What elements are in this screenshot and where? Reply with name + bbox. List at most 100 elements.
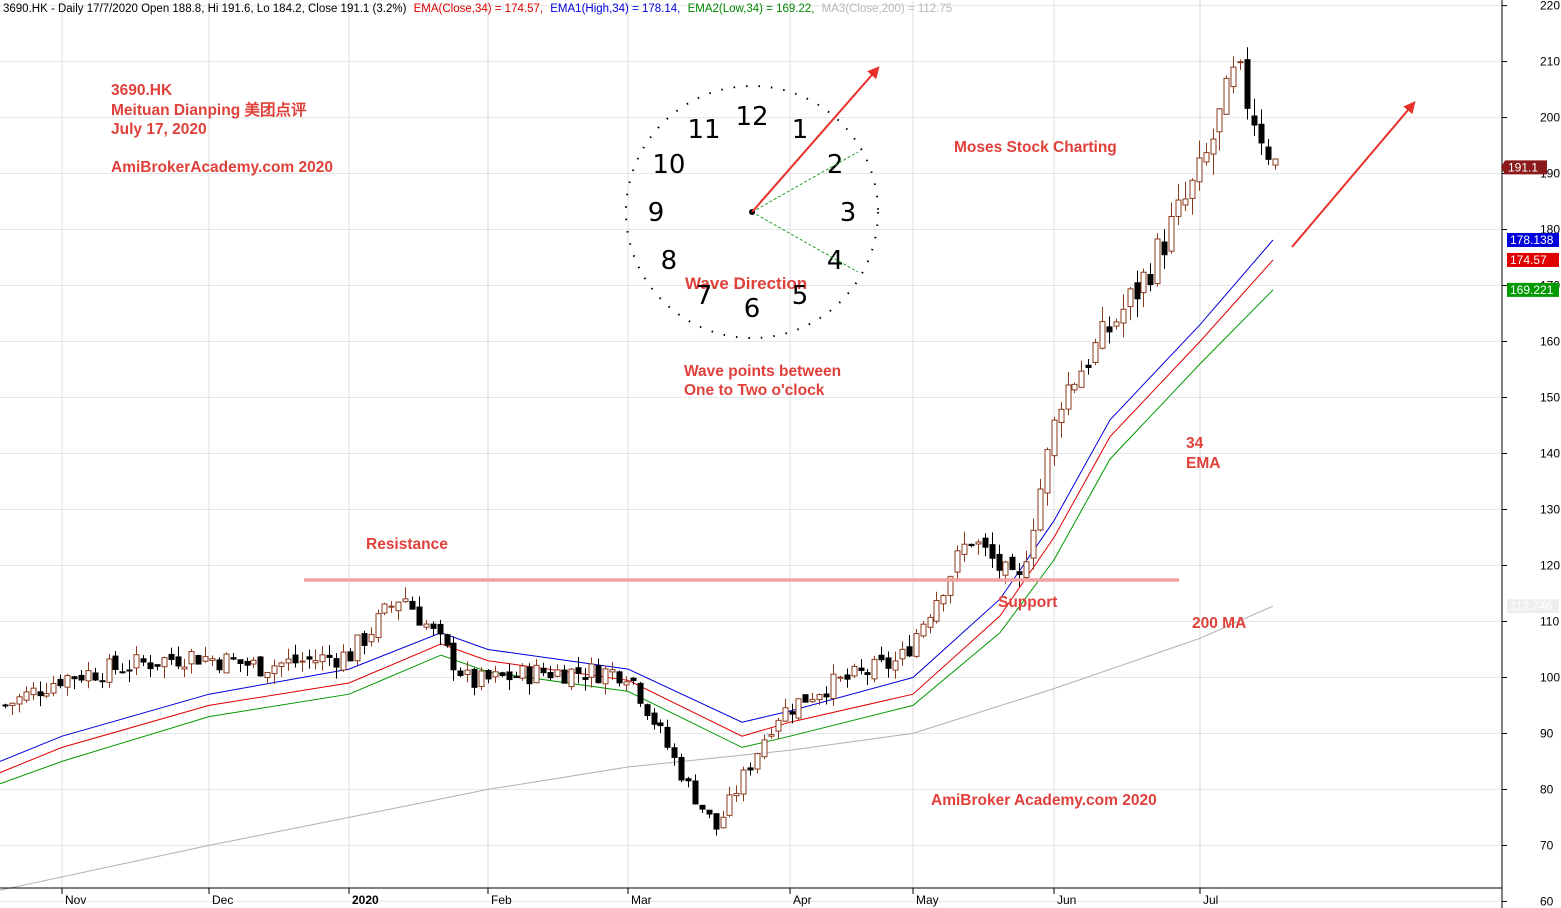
candle-body bbox=[1196, 157, 1203, 183]
candle-body bbox=[706, 809, 713, 815]
candle-body bbox=[1175, 199, 1182, 217]
candle-body bbox=[416, 606, 423, 626]
candle-body bbox=[202, 656, 209, 662]
candle-body bbox=[644, 704, 651, 717]
y-tick-label: 80 bbox=[1540, 782, 1554, 796]
candle-body bbox=[9, 702, 16, 707]
candle-body bbox=[561, 669, 568, 684]
candle-body bbox=[37, 691, 44, 697]
candle-body bbox=[568, 668, 575, 688]
candle-body bbox=[1216, 108, 1223, 133]
candle-body bbox=[30, 687, 37, 696]
title-name: Meituan Dianping 美团点评 bbox=[111, 100, 307, 119]
x-tick-label: 2020 bbox=[352, 893, 379, 907]
candle-body bbox=[147, 662, 154, 670]
candle-body bbox=[637, 682, 644, 704]
support-label: Support bbox=[998, 594, 1057, 611]
price-tag-label: 178.138 bbox=[1510, 233, 1554, 247]
candle-body bbox=[871, 658, 878, 680]
candle-body bbox=[1154, 238, 1161, 285]
wave-direction-arrow bbox=[751, 66, 880, 213]
candle-body bbox=[402, 598, 409, 603]
candle-body bbox=[1051, 419, 1058, 457]
wave-points-line-2: One to Two o'clock bbox=[684, 382, 825, 399]
candle-body bbox=[326, 654, 333, 658]
x-tick-label: Jun bbox=[1057, 893, 1076, 907]
candle-body bbox=[540, 667, 547, 674]
candle-body bbox=[1113, 321, 1120, 327]
candle-body bbox=[1182, 198, 1189, 206]
candle-body bbox=[1085, 364, 1092, 368]
ma200-label: 200 MA bbox=[1192, 615, 1246, 632]
clock-number: 4 bbox=[827, 246, 844, 276]
candle-body bbox=[913, 633, 920, 657]
candle-body bbox=[154, 664, 161, 667]
candle-body bbox=[699, 804, 706, 810]
candle-body bbox=[278, 662, 285, 668]
y-tick-label: 120 bbox=[1540, 558, 1560, 572]
y-tick-label: 200 bbox=[1540, 111, 1560, 125]
candle-body bbox=[671, 747, 678, 758]
candle-body bbox=[1189, 179, 1196, 199]
candle-body bbox=[437, 623, 444, 635]
candle-body bbox=[195, 655, 202, 665]
candle-body bbox=[333, 658, 340, 668]
y-tick-label: 160 bbox=[1540, 335, 1560, 349]
candle-body bbox=[381, 603, 388, 614]
candle-body bbox=[244, 660, 251, 666]
y-tick-label: 110 bbox=[1540, 614, 1559, 628]
candle-body bbox=[1161, 241, 1168, 256]
candle-body bbox=[664, 726, 671, 748]
candle-body bbox=[1251, 115, 1258, 126]
candle-body bbox=[906, 646, 913, 657]
candle-body bbox=[57, 678, 64, 687]
candle-body bbox=[340, 651, 347, 671]
candle-body bbox=[816, 694, 823, 701]
candle-body bbox=[292, 654, 299, 664]
candle-body bbox=[23, 691, 30, 701]
candle-body bbox=[547, 672, 554, 679]
candle-body bbox=[499, 672, 506, 676]
candle-body bbox=[996, 553, 1003, 571]
candle-body bbox=[299, 660, 306, 663]
candle-body bbox=[1147, 273, 1154, 286]
candle-body bbox=[975, 541, 982, 545]
x-tick-label: Mar bbox=[631, 893, 652, 907]
candle-body bbox=[388, 605, 395, 608]
clock-number: 8 bbox=[661, 246, 678, 276]
ema-label-ema: EMA bbox=[1186, 455, 1220, 472]
price-tag: 169.221 bbox=[1507, 282, 1559, 297]
title-site: AmiBrokerAcademy.com 2020 bbox=[111, 159, 333, 176]
candle-body bbox=[230, 657, 237, 660]
candle-body bbox=[940, 595, 947, 605]
candle-body bbox=[471, 668, 478, 688]
x-tick-label: Jul bbox=[1203, 893, 1218, 907]
candle-body bbox=[513, 676, 520, 679]
candle-body bbox=[602, 668, 609, 685]
candle-body bbox=[175, 656, 182, 667]
series-line-2 bbox=[0, 289, 1274, 785]
candle-body bbox=[126, 669, 133, 672]
candle-body bbox=[768, 734, 775, 737]
candle-body bbox=[885, 657, 892, 669]
price-tag-label: 169.221 bbox=[1510, 283, 1554, 297]
candle-body bbox=[851, 665, 858, 677]
candle-body bbox=[368, 634, 375, 643]
wave-direction-label: Wave Direction bbox=[685, 274, 807, 293]
candle-body bbox=[50, 683, 57, 694]
candle-body bbox=[823, 693, 830, 698]
candle-body bbox=[747, 767, 754, 771]
candle-body bbox=[43, 692, 50, 697]
header-ema-low: EMA2(Low,34) = 169.22, bbox=[688, 3, 815, 15]
candle-body bbox=[99, 680, 106, 683]
candle-body bbox=[1134, 282, 1141, 300]
candle-body bbox=[630, 677, 637, 682]
candle-body bbox=[92, 672, 99, 681]
candle-body bbox=[595, 665, 602, 684]
candle-body bbox=[830, 673, 837, 700]
candle-body bbox=[119, 671, 126, 674]
series-line-1 bbox=[0, 239, 1274, 762]
candle-body bbox=[1168, 216, 1175, 252]
title-ticker: 3690.HK bbox=[111, 82, 173, 99]
candle-body bbox=[678, 756, 685, 781]
